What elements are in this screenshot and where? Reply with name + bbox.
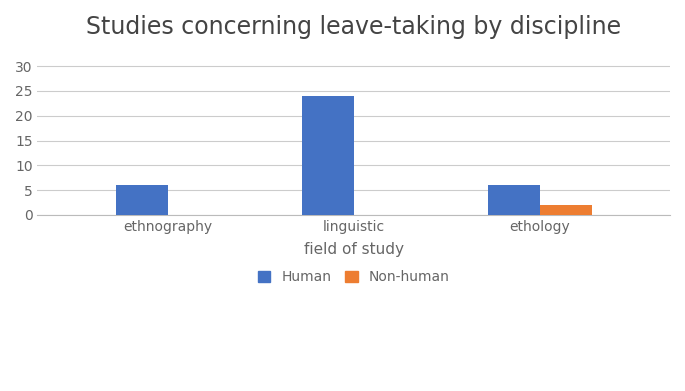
Legend: Human, Non-human: Human, Non-human bbox=[258, 270, 450, 284]
Title: Studies concerning leave-taking by discipline: Studies concerning leave-taking by disci… bbox=[86, 15, 621, 39]
X-axis label: field of study: field of study bbox=[303, 242, 403, 257]
Bar bbox=[116, 185, 168, 215]
Bar bbox=[488, 185, 540, 215]
Bar bbox=[540, 205, 592, 215]
Bar bbox=[301, 96, 353, 215]
